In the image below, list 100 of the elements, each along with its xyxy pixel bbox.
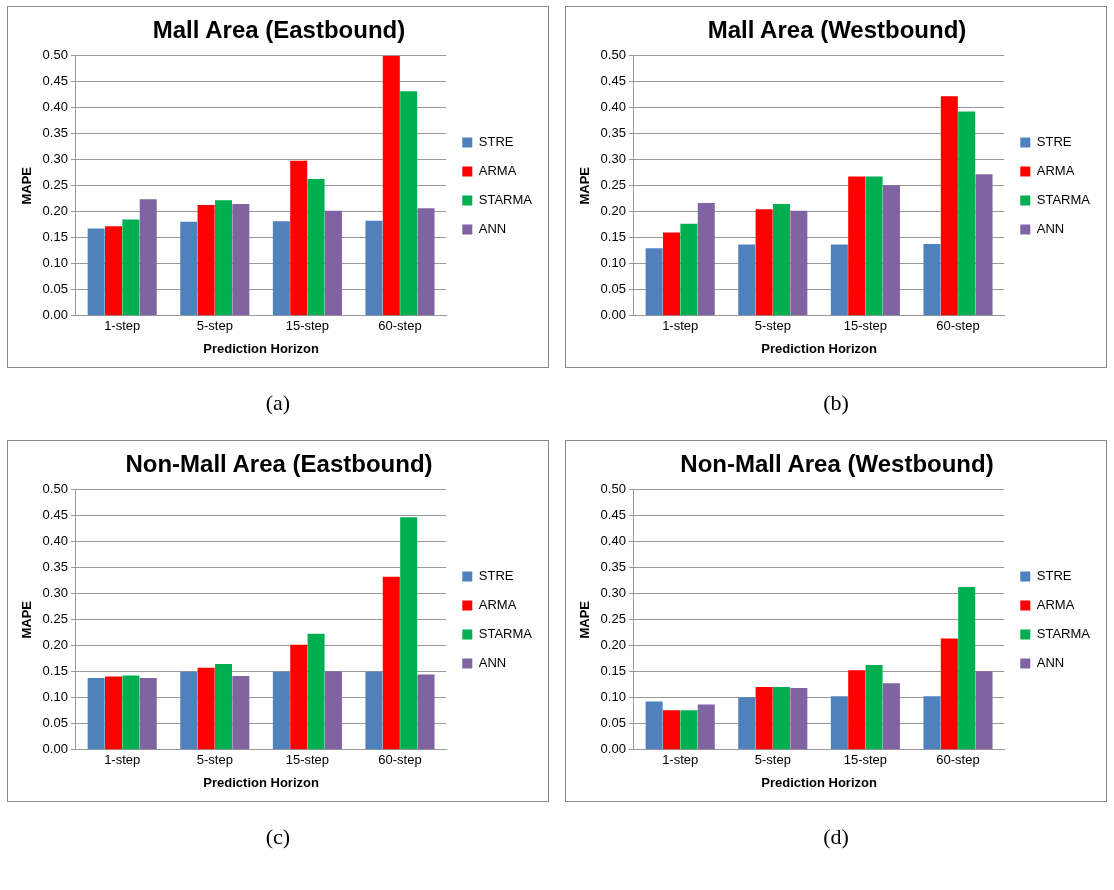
y-tick-label: 0.15	[600, 229, 626, 245]
bar	[940, 96, 958, 316]
y-tick-label: 0.05	[42, 281, 68, 297]
y-tick-label: 0.05	[600, 715, 626, 731]
x-tick-label: 1-step	[104, 752, 141, 768]
bar	[772, 204, 790, 316]
y-tick-label: 0.10	[42, 255, 68, 271]
legend-label: STRE	[1036, 134, 1072, 150]
bar	[180, 221, 198, 316]
x-tick-label: 15-step	[285, 318, 330, 334]
bar	[680, 710, 698, 750]
y-tick-label: 0.50	[600, 47, 626, 63]
legend-label: ARMA	[478, 163, 517, 179]
bar	[87, 678, 105, 750]
y-tick-label: 0.40	[42, 533, 68, 549]
y-tick-label: 0.25	[42, 611, 68, 627]
chart-title: Non-Mall Area (Westbound)	[680, 450, 994, 478]
bar	[105, 226, 123, 316]
x-tick-label: 60-step	[936, 752, 980, 768]
y-tick-label: 0.15	[600, 663, 626, 679]
x-tick-label: 15-step	[843, 318, 888, 334]
legend-label: ANN	[478, 221, 507, 237]
legend-label: ANN	[478, 655, 507, 671]
x-tick-label: 1-step	[662, 752, 699, 768]
bar	[975, 671, 993, 750]
y-tick-label: 0.00	[600, 307, 626, 323]
y-tick-label: 0.10	[600, 689, 626, 705]
x-tick-label: 5-step	[754, 318, 791, 334]
bar	[882, 185, 900, 316]
y-tick-label: 0.15	[42, 663, 68, 679]
bar	[214, 200, 232, 316]
bar	[324, 210, 342, 316]
chart-title: Mall Area (Eastbound)	[152, 16, 406, 44]
y-tick-label: 0.35	[42, 125, 68, 141]
y-tick-label: 0.30	[600, 585, 626, 601]
y-tick-label: 0.20	[42, 637, 68, 653]
legend-label: STRE	[478, 568, 514, 584]
x-tick-label: 60-step	[936, 318, 980, 334]
legend-label: STARMA	[1036, 192, 1091, 208]
bar	[790, 687, 808, 750]
legend-label: STRE	[478, 134, 514, 150]
legend-label: ARMA	[1036, 597, 1075, 613]
bar	[645, 701, 663, 750]
bar	[975, 174, 993, 316]
y-tick-label: 0.15	[42, 229, 68, 245]
bar	[848, 670, 866, 750]
y-tick-label: 0.25	[600, 611, 626, 627]
bar	[772, 686, 790, 750]
bar	[307, 179, 325, 316]
bar	[755, 686, 773, 750]
bar	[365, 671, 383, 750]
bar	[830, 696, 848, 750]
bar	[197, 667, 215, 750]
y-tick-label: 0.40	[42, 99, 68, 115]
bar	[697, 202, 715, 316]
y-tick-label: 0.25	[600, 177, 626, 193]
bar	[272, 221, 290, 316]
bar	[790, 210, 808, 316]
bar	[180, 671, 198, 750]
y-tick-label: 0.50	[42, 481, 68, 497]
y-tick-label: 0.30	[42, 585, 68, 601]
legend-label: STARMA	[1036, 626, 1091, 642]
bar	[197, 205, 215, 316]
bar	[232, 675, 250, 750]
bar	[290, 160, 308, 316]
y-tick-label: 0.45	[42, 73, 68, 89]
y-tick-label: 0.45	[600, 73, 626, 89]
bar	[940, 638, 958, 750]
x-tick-label: 5-step	[196, 318, 233, 334]
bar	[324, 671, 342, 750]
y-tick-label: 0.20	[600, 203, 626, 219]
bar	[139, 678, 157, 750]
bar	[755, 209, 773, 316]
y-tick-label: 0.50	[42, 47, 68, 63]
bar	[400, 91, 418, 316]
bar	[865, 665, 883, 750]
text: (b)	[823, 390, 849, 416]
bar	[382, 576, 400, 750]
bar	[697, 704, 715, 750]
bar	[232, 204, 250, 316]
x-tick-label: 60-step	[378, 752, 422, 768]
y-tick-label: 0.00	[600, 741, 626, 757]
text: (d)	[823, 824, 849, 850]
y-tick-label: 0.45	[42, 507, 68, 523]
text: (c)	[265, 824, 291, 850]
bar	[290, 644, 308, 750]
y-tick-label: 0.30	[600, 151, 626, 167]
x-tick-label: 1-step	[662, 318, 699, 334]
bar	[645, 248, 663, 316]
y-tick-label: 0.10	[42, 689, 68, 705]
bar	[738, 244, 756, 316]
x-tick-label: 5-step	[754, 752, 791, 768]
y-tick-label: 0.50	[600, 481, 626, 497]
y-tick-label: 0.30	[42, 151, 68, 167]
y-axis-title: MAPE	[19, 600, 35, 639]
y-tick-label: 0.10	[600, 255, 626, 271]
bar	[122, 675, 140, 750]
y-tick-label: 0.45	[600, 507, 626, 523]
y-tick-label: 0.20	[600, 637, 626, 653]
bar	[865, 176, 883, 316]
